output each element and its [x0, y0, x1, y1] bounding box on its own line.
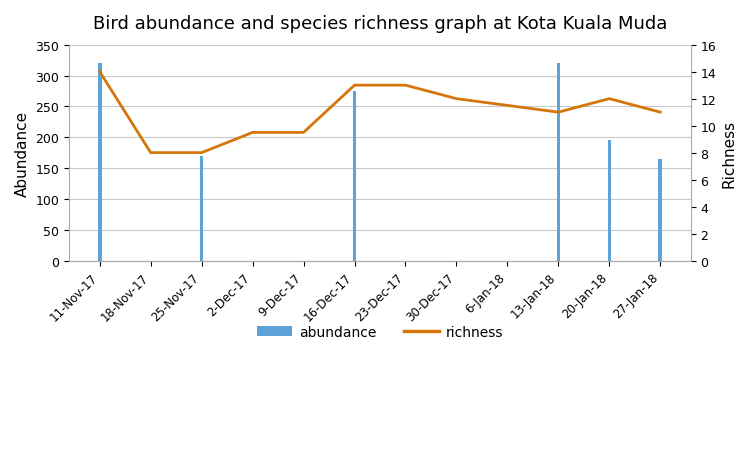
Title: Bird abundance and species richness graph at Kota Kuala Muda: Bird abundance and species richness grap…	[92, 15, 667, 33]
Legend: abundance, richness: abundance, richness	[251, 320, 508, 345]
Bar	[608, 141, 611, 261]
Y-axis label: Abundance: Abundance	[15, 110, 30, 196]
Bar	[98, 64, 102, 261]
Bar	[353, 92, 356, 261]
Y-axis label: Richness: Richness	[722, 120, 737, 187]
Bar	[556, 64, 560, 261]
Bar	[659, 160, 662, 261]
Bar	[200, 156, 204, 261]
